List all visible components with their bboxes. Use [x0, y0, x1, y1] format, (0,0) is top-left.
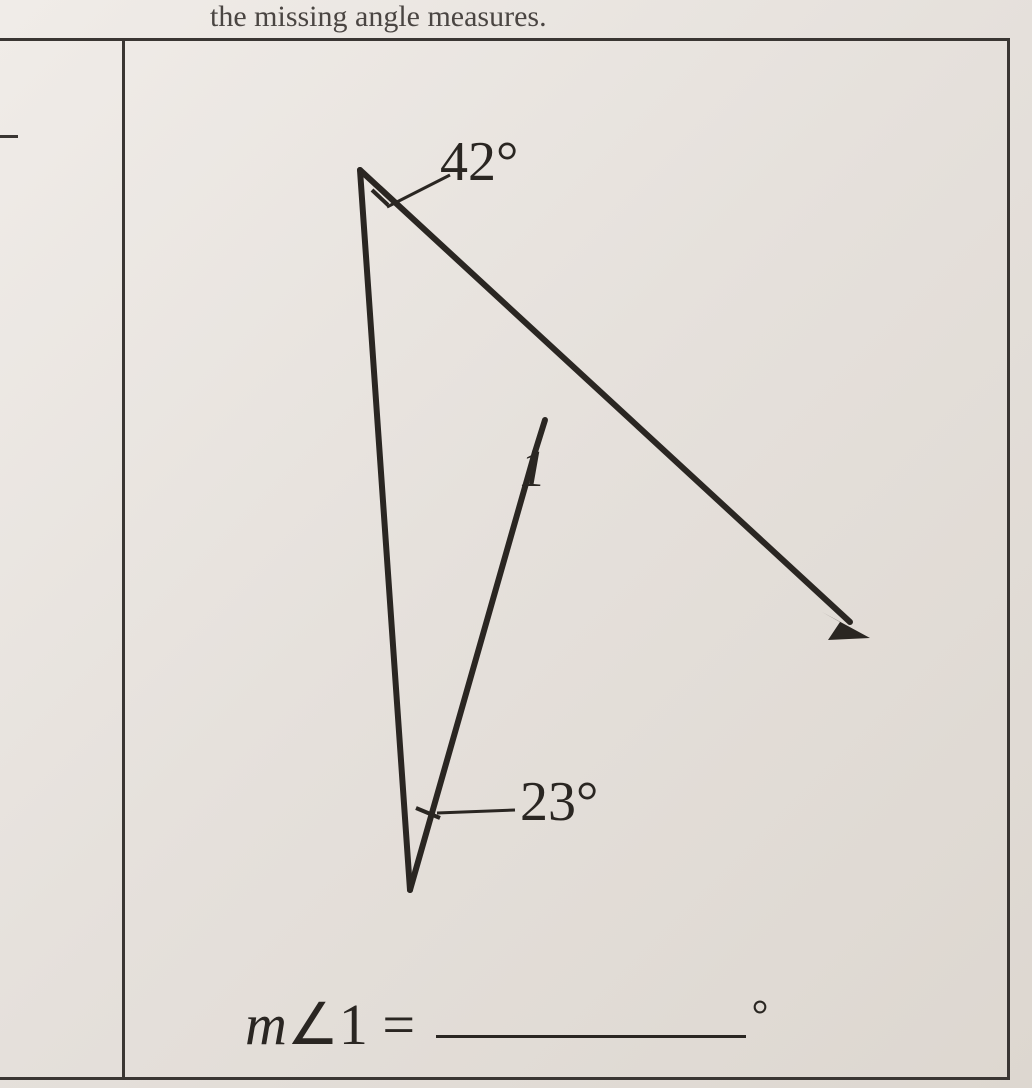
label-angle-23: 23°: [520, 770, 598, 834]
label-angle-1: 1: [520, 440, 546, 499]
answer-degree-symbol: °: [752, 993, 769, 1039]
leader-23: [437, 810, 515, 813]
line-bottom-to-mid: [410, 452, 535, 890]
answer-blank-line[interactable]: [436, 1030, 746, 1038]
left-column-mark: [0, 135, 18, 138]
answer-expression: m∠1 = °: [245, 990, 768, 1058]
instruction-text: the missing angle measures.: [210, 0, 547, 34]
table-border-bottom: [0, 1077, 1010, 1080]
table-border-vertical: [122, 38, 125, 1080]
worksheet-page: the missing angle measures. 42° 1 23° m∠…: [0, 0, 1032, 1088]
answer-angle-num: 1: [339, 992, 368, 1057]
answer-equals: =: [368, 992, 430, 1057]
table-border-top: [0, 38, 1010, 41]
answer-m: m: [245, 992, 287, 1057]
line-left-side: [360, 170, 410, 890]
label-angle-42: 42°: [440, 130, 518, 194]
answer-angle-symbol: ∠: [287, 992, 339, 1057]
line-top-ray: [360, 170, 850, 622]
table-border-right: [1007, 38, 1010, 1080]
